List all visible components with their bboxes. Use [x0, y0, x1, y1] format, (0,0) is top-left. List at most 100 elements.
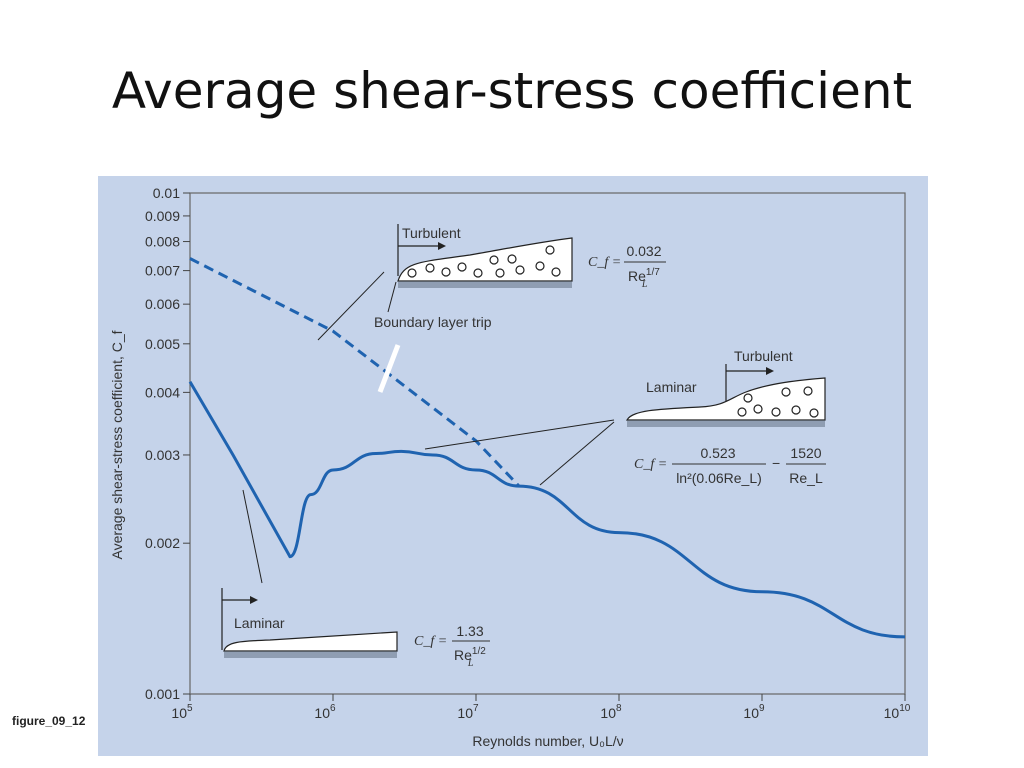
lam-eq-den-sub: L	[467, 658, 474, 669]
transition-leader-1	[424, 419, 615, 450]
turb-eq-den-base: Re	[628, 268, 646, 284]
x-tick-label: 1010	[884, 703, 911, 721]
turbulent-mid-label: Turbulent	[734, 348, 793, 364]
turbulent-eddies	[407, 245, 561, 278]
eddy	[457, 262, 467, 272]
transition-boundary-layer	[626, 377, 826, 421]
transition-eddies	[737, 386, 819, 418]
figure-caption: figure_09_12	[12, 714, 86, 728]
laminar-plate	[224, 651, 397, 658]
turb-eq-lhs: C_f =	[588, 255, 621, 270]
laminar-leader	[242, 489, 263, 584]
transition-plate	[627, 420, 825, 427]
turbulent-plate	[398, 281, 572, 288]
x-tick-exponent: 10	[899, 703, 911, 714]
eddy	[495, 268, 505, 278]
y-tick-label: 0.001	[145, 686, 180, 702]
eddy	[743, 393, 753, 403]
x-tick-base: 10	[884, 705, 900, 721]
series-line-dashed	[189, 257, 521, 488]
trip-label: Boundary layer trip	[374, 314, 492, 330]
turbulent-arrowhead	[438, 242, 446, 250]
y-axis-ticks: 0.001 0.002 0.003 0.004 0.005 0.006 0.007 0.008…	[145, 185, 190, 702]
x-tick-label: 105	[171, 703, 193, 721]
y-tick-label: 0.007	[145, 263, 180, 279]
x-tick-label: 106	[314, 703, 336, 721]
laminar-inset: Laminar C_f = 1.33 Re1/2 L	[221, 489, 490, 669]
eddy	[441, 267, 451, 277]
x-tick-base: 10	[314, 705, 330, 721]
eddy	[771, 407, 781, 417]
x-tick-exponent: 7	[473, 703, 479, 714]
eddy	[737, 407, 747, 417]
trip-leader	[387, 281, 397, 313]
turb-eq-den-sup: 1/7	[646, 267, 660, 278]
slide-title: Average shear-stress coefficient	[111, 62, 913, 120]
turb-eq-den-sub: L	[641, 279, 648, 290]
x-axis-label: Reynolds number, U₀L/ν	[472, 733, 623, 749]
lam-eq-numerator: 1.33	[456, 623, 483, 639]
eddy	[489, 255, 499, 265]
x-tick-exponent: 8	[616, 703, 622, 714]
y-tick-label: 0.002	[145, 535, 180, 551]
x-tick-label: 109	[743, 703, 765, 721]
laminar-arrowhead	[250, 596, 258, 604]
mixed-eq-den1: ln²(0.06Re_L)	[676, 470, 762, 486]
turbulent-top-label: Turbulent	[402, 225, 461, 241]
laminar-boundary-layer	[223, 631, 398, 652]
x-tick-label: 108	[600, 703, 622, 721]
series-group	[188, 257, 906, 639]
y-tick-label: 0.005	[145, 336, 180, 352]
lam-eq-den-sup: 1/2	[472, 646, 486, 657]
turbulent-boundary-layer	[397, 237, 573, 282]
x-tick-exponent: 5	[187, 703, 193, 714]
white-mark	[377, 344, 401, 393]
transition-leader-2	[539, 421, 615, 486]
eddy	[551, 267, 561, 277]
y-tick-label: 0.01	[153, 185, 180, 201]
eddy	[535, 261, 545, 271]
x-tick-base: 10	[171, 705, 187, 721]
eddy	[753, 404, 763, 414]
x-tick-base: 10	[457, 705, 473, 721]
turbulent-leader	[317, 271, 385, 341]
transition-inset: Laminar Turbulent C_f = 0.523 ln²(0.06Re…	[424, 348, 826, 486]
y-tick-label: 0.003	[145, 447, 180, 463]
eddy	[803, 386, 813, 396]
lam-eq-lhs: C_f =	[414, 634, 447, 649]
eddy	[809, 408, 819, 418]
y-axis-label-text: Average shear-stress coefficient, C_f	[109, 330, 125, 559]
lam-eq-denominator: Re1/2 L	[454, 646, 486, 669]
laminar-bottom-label: Laminar	[234, 615, 285, 631]
eddy	[507, 254, 517, 264]
eddy	[791, 405, 801, 415]
eddy	[473, 268, 483, 278]
plot-frame	[189, 192, 906, 695]
turbulent-inset: Turbulent C_f = 0.032 Re1/7 L Boundary la…	[317, 224, 666, 341]
y-tick-label: 0.004	[145, 384, 180, 400]
mixed-eq-num2: 1520	[790, 445, 821, 461]
turb-eq-numerator: 0.032	[626, 243, 661, 259]
eddy	[407, 268, 417, 278]
mixed-eq-num1: 0.523	[700, 445, 735, 461]
eddy	[515, 265, 525, 275]
y-tick-label: 0.009	[145, 208, 180, 224]
x-axis-ticks: 105 106 107 108 109 1010	[171, 694, 911, 721]
y-tick-label: 0.006	[145, 296, 180, 312]
turb-eq-denominator: Re1/7 L	[628, 267, 660, 290]
eddy	[545, 245, 555, 255]
y-tick-label: 0.008	[145, 234, 180, 250]
x-tick-exponent: 6	[330, 703, 336, 714]
x-tick-base: 10	[743, 705, 759, 721]
mixed-eq-lhs: C_f =	[634, 457, 667, 472]
x-tick-base: 10	[600, 705, 616, 721]
eddy	[425, 263, 435, 273]
lam-eq-den-base: Re	[454, 647, 472, 663]
mixed-eq-den2: Re_L	[789, 470, 823, 486]
eddy	[781, 387, 791, 397]
mixed-eq-minus: −	[772, 455, 780, 471]
series-line-solid	[188, 380, 906, 639]
x-tick-exponent: 9	[759, 703, 765, 714]
y-axis-label: Average shear-stress coefficient, C_f	[109, 330, 125, 559]
